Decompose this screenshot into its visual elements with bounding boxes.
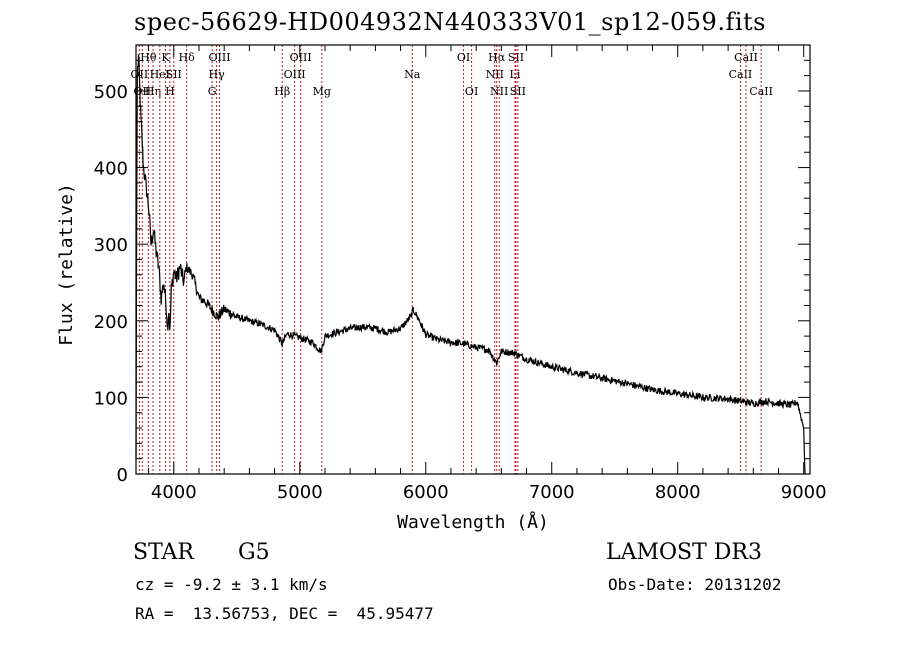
chart-title: spec-56629-HD004932N440333V01_sp12-059.f… bbox=[134, 8, 766, 36]
line-marker-label: NII bbox=[490, 85, 508, 98]
line-marker-label: OI bbox=[465, 85, 478, 98]
plot-frame bbox=[135, 44, 811, 475]
flux-series-line bbox=[135, 54, 806, 475]
x-tick-label: 7000 bbox=[529, 482, 575, 503]
x-axis-label: Wavelength (Å) bbox=[397, 511, 549, 533]
line-markers-group: OIIOIIHθHηHeIKHSIIHδGHγOIIIHβOIIIOIIIMgN… bbox=[131, 45, 773, 474]
line-marker-label: OIII bbox=[208, 51, 230, 64]
object-class: STAR bbox=[133, 540, 194, 565]
x-axis-ticks: 4000 5000 6000 7000 8000 9000 bbox=[148, 45, 827, 503]
coordinates: RA = 13.56753, DEC = 45.95477 bbox=[135, 604, 434, 623]
y-tick-label: 0 bbox=[117, 465, 128, 486]
survey-name: LAMOST DR3 bbox=[606, 540, 762, 565]
line-marker-label: OI bbox=[457, 51, 470, 64]
line-marker-label: Hα bbox=[488, 51, 506, 64]
line-marker-label: CaII bbox=[749, 85, 773, 98]
line-marker-label: Hγ bbox=[209, 68, 226, 81]
line-marker-label: Na bbox=[404, 68, 421, 81]
y-axis-label: Flux (relative) bbox=[56, 183, 77, 346]
line-marker-label: K bbox=[161, 51, 170, 64]
line-marker-label: CaII bbox=[729, 68, 753, 81]
line-marker-label: SII bbox=[166, 68, 182, 81]
y-tick-label: 500 bbox=[94, 82, 128, 103]
line-marker-label: SII bbox=[508, 51, 524, 64]
line-marker-label: Hδ bbox=[179, 51, 196, 64]
line-marker-label: H bbox=[165, 85, 175, 98]
redshift-cz: cz = -9.2 ± 3.1 km/s bbox=[135, 575, 328, 594]
line-marker-label: SII bbox=[510, 85, 526, 98]
y-tick-label: 300 bbox=[94, 235, 128, 256]
y-tick-label: 100 bbox=[94, 388, 128, 409]
line-marker-label: OII bbox=[133, 85, 151, 98]
x-tick-label: 4000 bbox=[151, 482, 197, 503]
line-marker-label: NII bbox=[486, 68, 504, 81]
x-tick-label: 5000 bbox=[277, 482, 323, 503]
y-tick-label: 400 bbox=[94, 159, 128, 180]
x-tick-label: 9000 bbox=[781, 482, 827, 503]
line-marker-label: G bbox=[208, 85, 217, 98]
line-marker-label: HeI bbox=[150, 68, 170, 81]
line-marker-label: Li bbox=[510, 68, 521, 81]
line-marker-label: Hη bbox=[145, 85, 161, 98]
obs-date: Obs-Date: 20131202 bbox=[608, 575, 782, 594]
y-axis-ticks: 0 100 200 300 400 500 bbox=[94, 59, 810, 486]
subclass: G5 bbox=[238, 540, 270, 565]
x-tick-label: 8000 bbox=[655, 482, 701, 503]
line-marker-label: OIII bbox=[284, 68, 306, 81]
line-marker-label: OIII bbox=[290, 51, 312, 64]
y-tick-label: 200 bbox=[94, 312, 128, 333]
line-marker-label: CaII bbox=[734, 51, 758, 64]
line-marker-label: Hθ bbox=[140, 51, 157, 64]
x-tick-label: 6000 bbox=[403, 482, 449, 503]
line-marker-label: Mg bbox=[313, 85, 331, 98]
line-marker-label: Hβ bbox=[274, 85, 290, 98]
